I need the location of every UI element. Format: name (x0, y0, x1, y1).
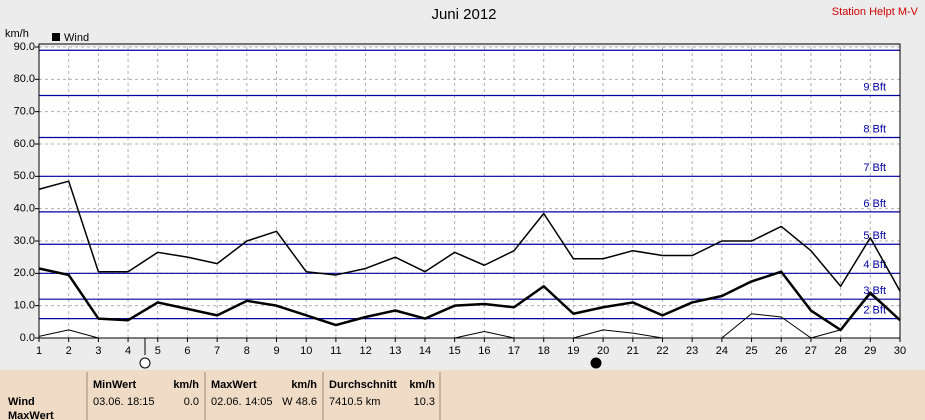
x-tick-label: 6 (184, 345, 190, 357)
x-tick-label: 15 (449, 345, 461, 357)
wind-line (38, 180, 901, 292)
station-name: Station Helpt M-V (832, 6, 919, 18)
x-tick-label: 11 (330, 345, 341, 357)
x-tick-label: 16 (478, 345, 490, 357)
beaufort-label: 4 Bft (863, 259, 886, 271)
x-tick-label: 24 (716, 345, 728, 357)
new-moon-icon (590, 357, 602, 369)
x-tick-label: 19 (567, 345, 579, 357)
plot-area (39, 47, 900, 338)
y-tick-label: 40.0 (14, 203, 35, 215)
column-unit: km/h (291, 379, 317, 391)
cell: 03.06. (93, 396, 124, 408)
x-tick-label: 13 (389, 345, 401, 357)
x-tick-label: 26 (775, 345, 787, 357)
x-tick-label: 29 (864, 345, 876, 357)
y-tick-label: 30.0 (14, 235, 35, 247)
chart-title: Juni 2012 (431, 6, 496, 23)
beaufort-label: 7 Bft (863, 162, 886, 174)
y-tick-label: 70.0 (14, 106, 35, 118)
column-header: MinWert (93, 379, 137, 391)
cell: W 48.6 (282, 396, 317, 408)
x-tick-label: 3 (95, 345, 101, 357)
cell: 10.3 (414, 396, 435, 408)
x-tick-label: 12 (359, 345, 371, 357)
x-tick-label: 22 (656, 345, 668, 357)
cell: 02.06. (211, 396, 242, 408)
cell: 0.0 (184, 396, 199, 408)
x-tick-label: 4 (125, 345, 131, 357)
x-tick-label: 7 (214, 345, 220, 357)
summary-table: Wind MaxWert MinWert km/h 03.06. 18:15 0.0 MaxW… (8, 372, 441, 420)
y-axis-label: km/h (5, 28, 29, 40)
legend-swatch (52, 33, 60, 41)
x-tick-label: 1 (36, 345, 42, 357)
x-tick-label: 30 (894, 345, 906, 357)
legend-label: Wind (64, 32, 89, 44)
y-tick-label: 60.0 (14, 138, 35, 150)
plot: 0.0 10.0 20.0 30.0 40.0 50.0 60.0 70.0 80.0 90.0 1… (14, 32, 907, 357)
x-tick-label: 18 (538, 345, 550, 357)
y-tick-label: 0.0 (20, 332, 35, 344)
cell: 7410.5 km (329, 396, 380, 408)
plot-frame (38, 43, 901, 339)
wind-line (38, 267, 901, 332)
x-tick-label: 27 (805, 345, 817, 357)
column-header: MaxWert (211, 379, 257, 391)
x-tick-label: 5 (155, 345, 161, 357)
x-tick-label: 17 (508, 345, 520, 357)
x-tick-label: 25 (745, 345, 757, 357)
y-tick-label: 80.0 (14, 73, 35, 85)
x-tick-label: 8 (244, 345, 250, 357)
row-label: Wind (8, 396, 35, 408)
x-tick-label: 14 (419, 345, 431, 357)
y-tick-label: 90.0 (14, 41, 35, 53)
x-tick-label: 28 (834, 345, 846, 357)
full-moon-icon (139, 357, 151, 369)
x-tick-label: 2 (66, 345, 72, 357)
y-tick-label: 50.0 (14, 170, 35, 182)
beaufort-label: 6 Bft (863, 198, 886, 210)
x-tick-label: 21 (627, 345, 639, 357)
column-unit: km/h (173, 379, 199, 391)
cell: 14:05 (245, 396, 273, 408)
beaufort-label: 8 Bft (863, 123, 886, 135)
y-tick-label: 20.0 (14, 267, 35, 279)
x-tick-label: 23 (686, 345, 698, 357)
column-unit: km/h (409, 379, 435, 391)
cell: 18:15 (127, 396, 155, 408)
x-tick-label: 9 (273, 345, 279, 357)
beaufort-label: 2 Bft (863, 305, 886, 317)
summary-panel (0, 370, 925, 420)
y-tick-label: 10.0 (14, 300, 35, 312)
beaufort-label: 5 Bft (863, 230, 886, 242)
column-header: Durchschnitt (329, 379, 397, 391)
x-tick-label: 10 (300, 345, 312, 357)
beaufort-label: 9 Bft (863, 81, 886, 93)
x-tick-label: 20 (597, 345, 609, 357)
wind-line (38, 293, 901, 339)
row-label: MaxWert (8, 410, 54, 420)
